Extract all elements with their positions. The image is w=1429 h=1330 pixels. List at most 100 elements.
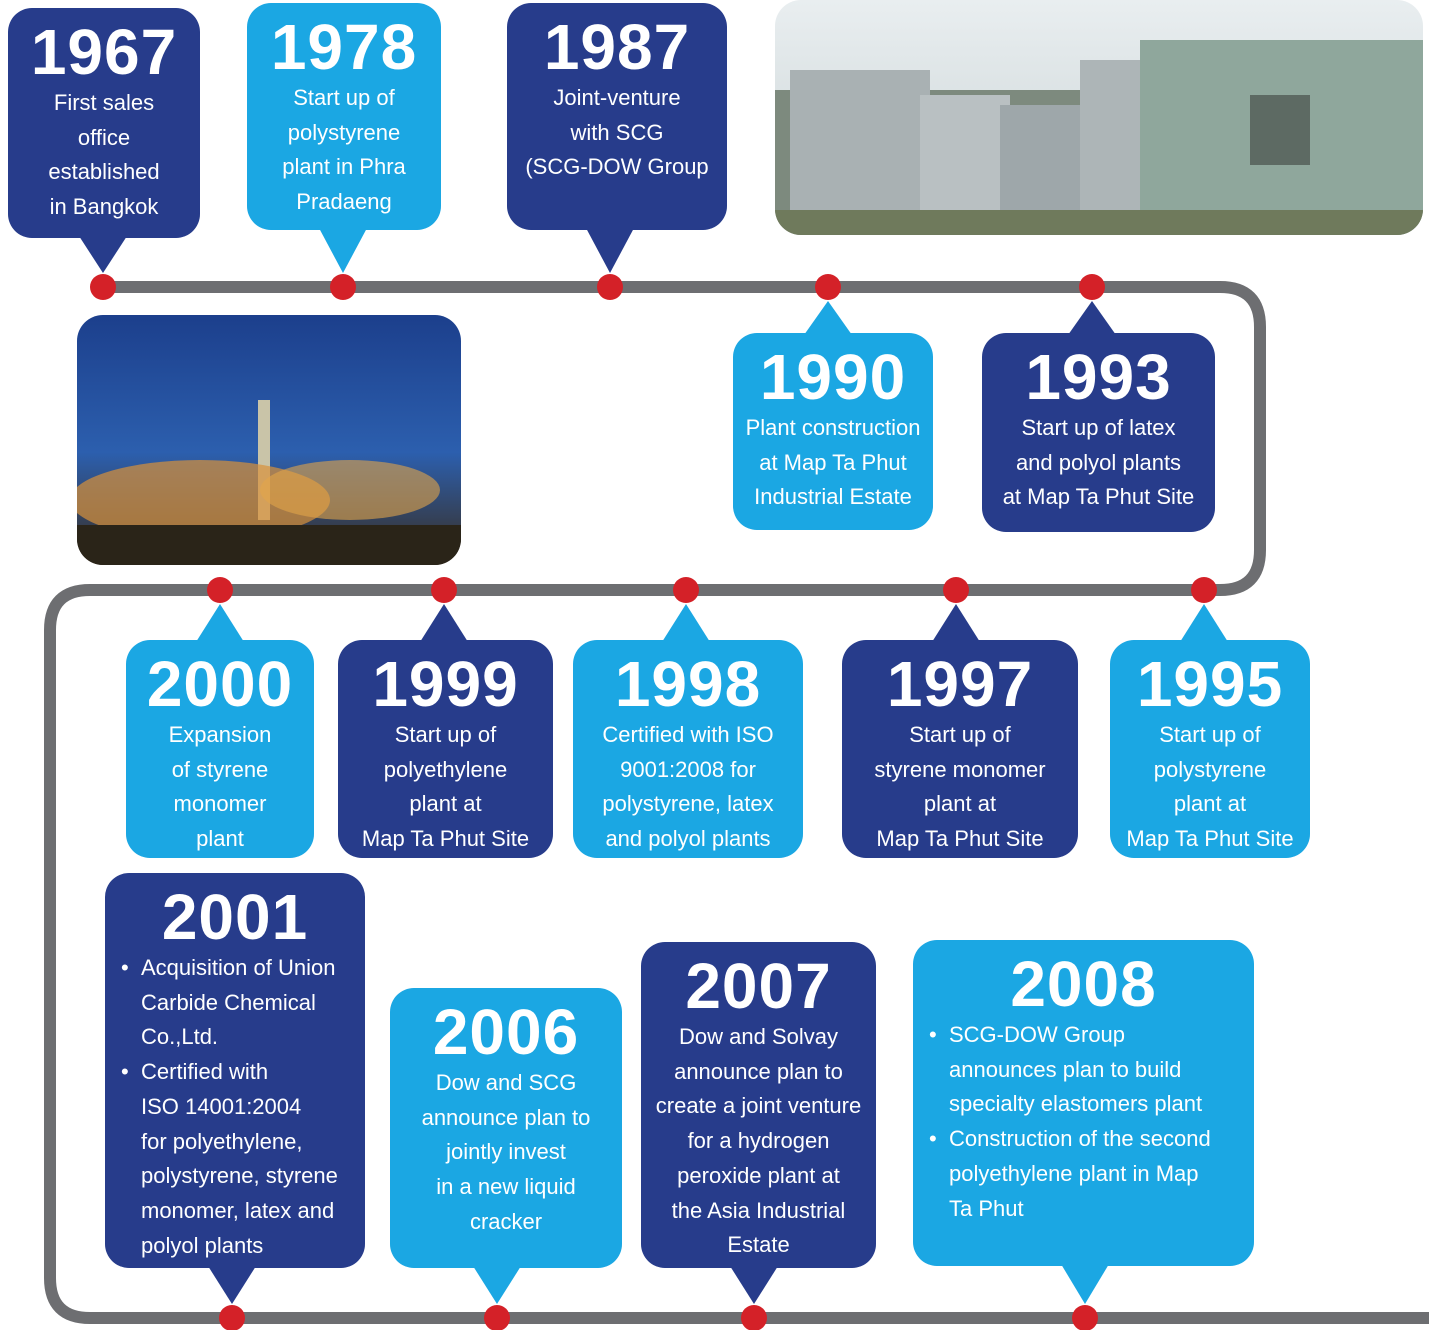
event-text: announce plan to [674,1055,843,1090]
page: 1967First salesofficeestablishedin Bangk… [0,0,1429,1330]
timeline-dot [207,577,233,603]
timeline-dot [943,577,969,603]
event-text: First sales [54,86,154,121]
event-text: at Map Ta Phut Site [1003,480,1195,515]
bullet-text: polyol plants [119,1229,365,1264]
event-text: of styrene [172,753,269,788]
bullet-text: SCG-DOW Group [927,1018,1254,1053]
event-text: established [48,155,159,190]
event-year: 1993 [1025,343,1171,411]
event-text: at Map Ta Phut [759,446,907,481]
bullet-text: polyethylene plant in Map [927,1157,1254,1192]
event-year: 1987 [544,13,690,81]
event-text: Map Ta Phut Site [1126,822,1293,857]
bullet-text: Acquisition of Union [119,951,365,986]
event-year: 2008 [1010,950,1156,1018]
event-year: 2006 [433,998,579,1066]
event-text: plant at [1174,787,1246,822]
bullet-text: monomer, latex and [119,1194,365,1229]
event-text: Start up of [293,81,395,116]
event-text: polystyrene [1154,753,1267,788]
event-text: office [78,121,130,156]
timeline-dot [484,1305,510,1330]
timeline-dot [597,274,623,300]
bullet-text: for polyethylene, [119,1125,365,1160]
event-text: Dow and SCG [436,1066,577,1101]
event-text: Start up of latex [1021,411,1175,446]
bullet-text: ISO 14001:2004 [119,1090,365,1125]
event-text: Map Ta Phut Site [362,822,529,857]
event-year: 1999 [372,650,518,718]
timeline-dot [741,1305,767,1330]
event-text: Start up of [395,718,497,753]
event-text: polystyrene, latex [602,787,773,822]
event-text: 9001:2008 for [620,753,756,788]
event-year: 1967 [31,18,177,86]
event-year: 1990 [760,343,906,411]
event-year: 2001 [162,883,308,951]
event-text: plant in Phra [282,150,406,185]
timeline-dot [1072,1305,1098,1330]
bullet-text: Co.,Ltd. [119,1020,365,1055]
event-text: plant at [409,787,481,822]
bullet-text: Carbide Chemical [119,986,365,1021]
event-text: the Asia Industrial [672,1194,846,1229]
plant-photo [775,0,1423,235]
event-text: Start up of [1159,718,1261,753]
event-text: (SCG-DOW Group [525,150,708,185]
timeline-dot [1191,577,1217,603]
event-text: plant [196,822,244,857]
event-text: and polyol plants [605,822,770,857]
event-text: Start up of [909,718,1011,753]
bullet-text: Certified with [119,1055,365,1090]
bullet-text: Ta Phut [927,1192,1254,1227]
event-text: Expansion [169,718,272,753]
event-text: polyethylene [384,753,508,788]
event-text: jointly invest [446,1135,566,1170]
event-text: Industrial Estate [754,480,912,515]
night-plant-photo [70,315,461,565]
event-text: announce plan to [422,1101,591,1136]
event-text: Pradaeng [296,185,391,220]
bullet-text: polystyrene, styrene [119,1159,365,1194]
timeline-dot [815,274,841,300]
event-text: monomer [174,787,267,822]
timeline-dot [330,274,356,300]
event-text: for a hydrogen [688,1124,830,1159]
timeline-dot [431,577,457,603]
event-text: peroxide plant at [677,1159,840,1194]
event-text: Plant construction [746,411,921,446]
event-text: in Bangkok [50,190,159,225]
event-year: 1997 [887,650,1033,718]
event-text: styrene monomer [874,753,1045,788]
event-text: Certified with ISO [602,718,773,753]
event-text: polystyrene [288,116,401,151]
event-text: Map Ta Phut Site [876,822,1043,857]
bullet-text: Construction of the second [927,1122,1254,1157]
event-text: create a joint venture [656,1089,861,1124]
event-text: and polyol plants [1016,446,1181,481]
event-text: Dow and Solvay [679,1020,838,1055]
bullet-text: announces plan to build [927,1053,1254,1088]
event-text: plant at [924,787,996,822]
event-year: 2000 [147,650,293,718]
event-text: Joint-venture [553,81,680,116]
event-year: 1998 [615,650,761,718]
timeline-dot [673,577,699,603]
event-text: Estate [727,1228,789,1263]
timeline-dot [219,1305,245,1330]
event-year: 2007 [685,952,831,1020]
